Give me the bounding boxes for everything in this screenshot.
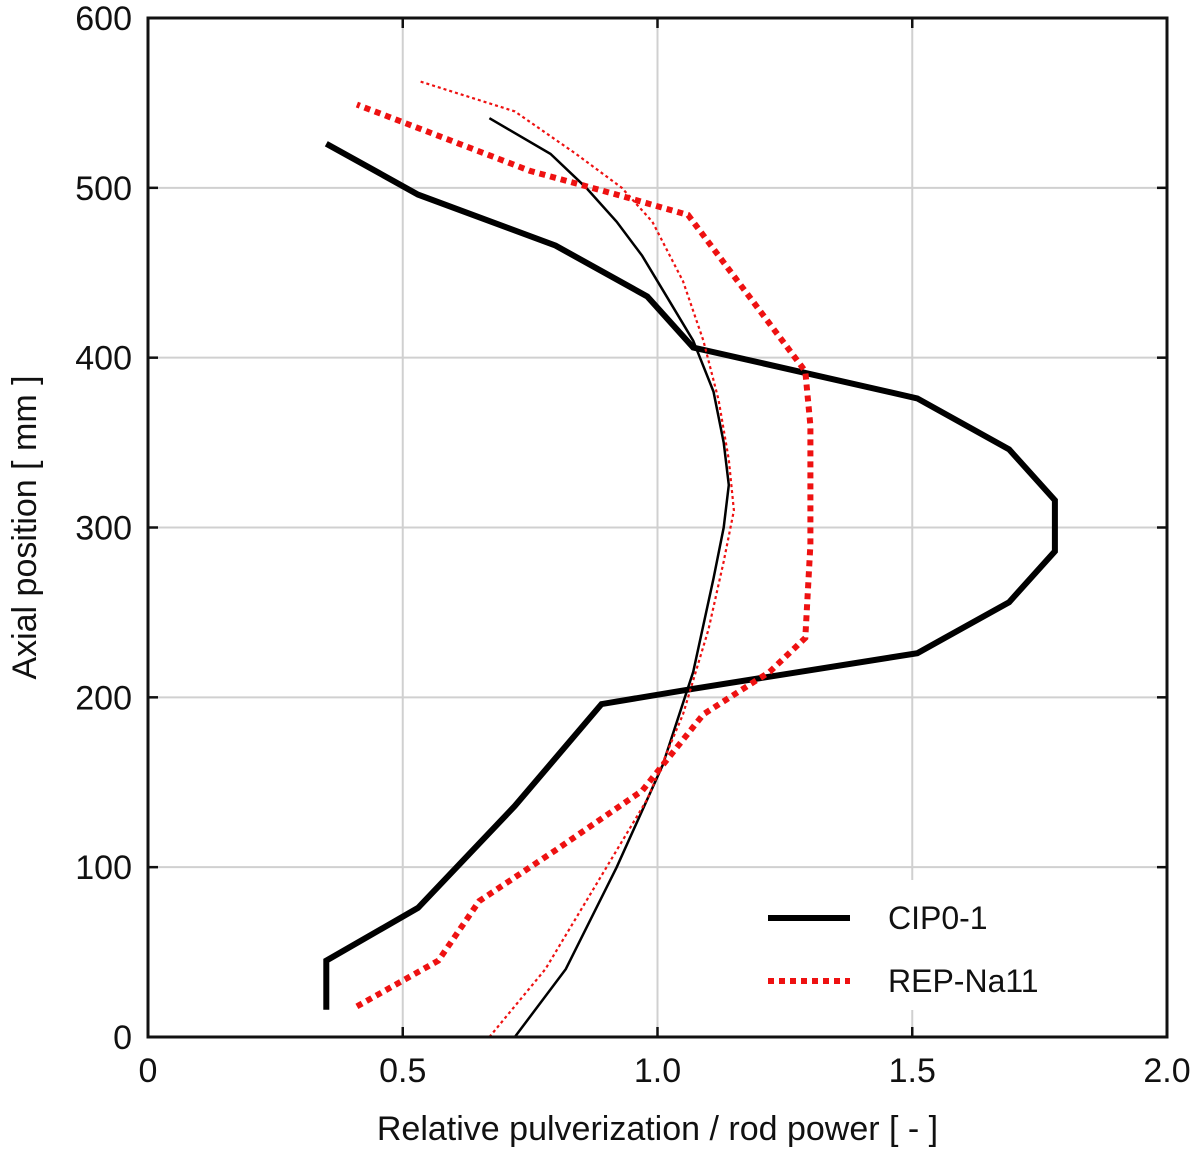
legend: CIP0-1 REP-Na11	[745, 880, 1145, 1010]
y-tick-label: 200	[75, 679, 132, 717]
legend-background	[745, 880, 1145, 1010]
y-tick-label: 0	[113, 1019, 132, 1057]
series-group	[323, 79, 1058, 1038]
y-tick-label: 300	[75, 510, 132, 548]
y-tick-label: 600	[75, 0, 132, 38]
legend-label-rep-na11: REP-Na11	[888, 963, 1039, 999]
series-line-rep-na11	[355, 101, 814, 1010]
x-tick-label: 0	[139, 1052, 158, 1090]
y-tick-label: 400	[75, 340, 132, 378]
y-axis-label: Axial position [ mm ]	[6, 375, 44, 679]
series-line-rep-na11-rod-power	[417, 79, 736, 1038]
axis-ticks: 0 0.5 1.0 1.5 2.0 0 100 200 300 400 500 600	[75, 0, 1190, 1090]
x-axis-label: Relative pulverization / rod power [ - ]	[377, 1110, 938, 1148]
y-tick-label: 100	[75, 849, 132, 887]
x-tick-label: 0.5	[379, 1052, 426, 1090]
series-line-cip0-1-rod-power	[488, 117, 731, 1038]
y-tick-label: 500	[75, 170, 132, 208]
legend-label-cip0-1: CIP0-1	[888, 900, 988, 936]
series-line-cip0-1	[323, 141, 1058, 1010]
x-tick-label: 1.0	[634, 1052, 681, 1090]
x-tick-label: 2.0	[1143, 1052, 1190, 1090]
x-tick-label: 1.5	[889, 1052, 936, 1090]
